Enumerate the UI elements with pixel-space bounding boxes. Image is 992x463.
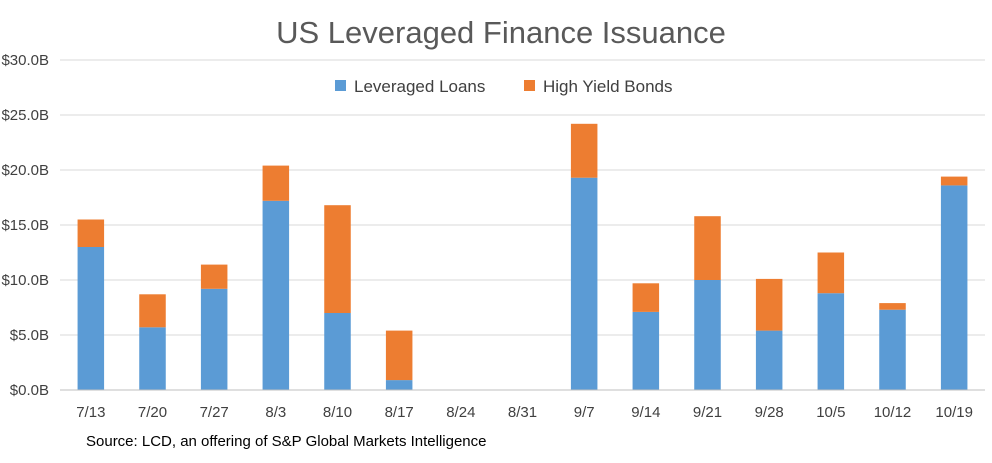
legend-swatch-high-yield-bonds [524, 80, 535, 91]
bar-high-yield-bonds [570, 123, 598, 178]
x-tick-label: 10/19 [935, 404, 973, 421]
bar-high-yield-bonds [940, 176, 968, 186]
x-tick-label: 8/10 [323, 404, 352, 421]
bar-leveraged-loans [77, 247, 105, 390]
bar-high-yield-bonds [385, 330, 413, 381]
bar-leveraged-loans [385, 380, 413, 390]
bar-leveraged-loans [755, 330, 783, 390]
x-axis-ticks: 7/13 7/20 7/27 8/3 8/10 8/17 8/24 8/31 9/7 9/14 9/… [76, 404, 973, 421]
legend: Leveraged Loans High Yield Bonds [335, 77, 672, 96]
y-tick-label: $10.0B [1, 272, 49, 289]
y-tick-label: $5.0B [10, 327, 49, 344]
x-tick-label: 7/27 [200, 404, 229, 421]
x-tick-label: 7/13 [76, 404, 105, 421]
chart-title: US Leveraged Finance Issuance [276, 15, 726, 50]
y-tick-label: $15.0B [1, 217, 49, 234]
bar-leveraged-loans [879, 309, 906, 390]
x-tick-label: 9/7 [574, 404, 595, 421]
bar-high-yield-bonds [262, 165, 290, 201]
x-tick-label: 8/31 [508, 404, 537, 421]
bar-leveraged-loans [570, 177, 598, 390]
bar-high-yield-bonds [200, 264, 228, 289]
y-tick-label: $20.0B [1, 162, 49, 179]
x-tick-label: 8/17 [385, 404, 414, 421]
bar-high-yield-bonds [77, 219, 105, 247]
gridlines [60, 59, 985, 336]
legend-label-high-yield-bonds: High Yield Bonds [543, 77, 672, 96]
bar-leveraged-loans [632, 311, 660, 390]
bars [77, 123, 968, 390]
y-tick-label: $0.0B [10, 382, 49, 399]
x-tick-label: 8/24 [446, 404, 475, 421]
x-tick-label: 10/5 [816, 404, 845, 421]
source-note: Source: LCD, an offering of S&P Global M… [86, 433, 487, 450]
bar-leveraged-loans [694, 280, 721, 390]
x-tick-label: 10/12 [874, 404, 912, 421]
legend-swatch-leveraged-loans [335, 80, 346, 91]
x-tick-label: 9/21 [693, 404, 722, 421]
bar-high-yield-bonds [632, 283, 660, 312]
bar-leveraged-loans [324, 313, 351, 390]
y-tick-label: $25.0B [1, 107, 49, 124]
bar-high-yield-bonds [694, 216, 721, 280]
bar-high-yield-bonds [139, 294, 166, 328]
bar-high-yield-bonds [324, 205, 351, 313]
x-tick-label: 8/3 [265, 404, 286, 421]
y-tick-label: $30.0B [1, 52, 49, 69]
bar-leveraged-loans [139, 327, 166, 390]
bar-leveraged-loans [817, 293, 845, 390]
bar-high-yield-bonds [879, 303, 906, 310]
bar-high-yield-bonds [817, 252, 845, 294]
bar-high-yield-bonds [755, 278, 783, 331]
y-axis-ticks: $0.0B $5.0B $10.0B $15.0B $20.0B $25.0B $30.0B [1, 52, 49, 399]
bar-leveraged-loans [262, 200, 290, 390]
legend-label-leveraged-loans: Leveraged Loans [354, 77, 485, 96]
x-tick-label: 9/28 [755, 404, 784, 421]
x-tick-label: 7/20 [138, 404, 167, 421]
x-tick-label: 9/14 [631, 404, 660, 421]
bar-leveraged-loans [940, 185, 968, 390]
bar-leveraged-loans [200, 288, 228, 390]
